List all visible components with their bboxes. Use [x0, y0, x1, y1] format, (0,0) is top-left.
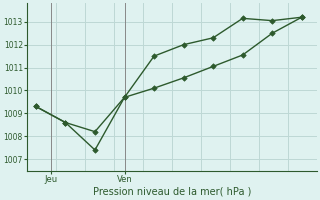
X-axis label: Pression niveau de la mer( hPa ): Pression niveau de la mer( hPa ) — [92, 187, 251, 197]
